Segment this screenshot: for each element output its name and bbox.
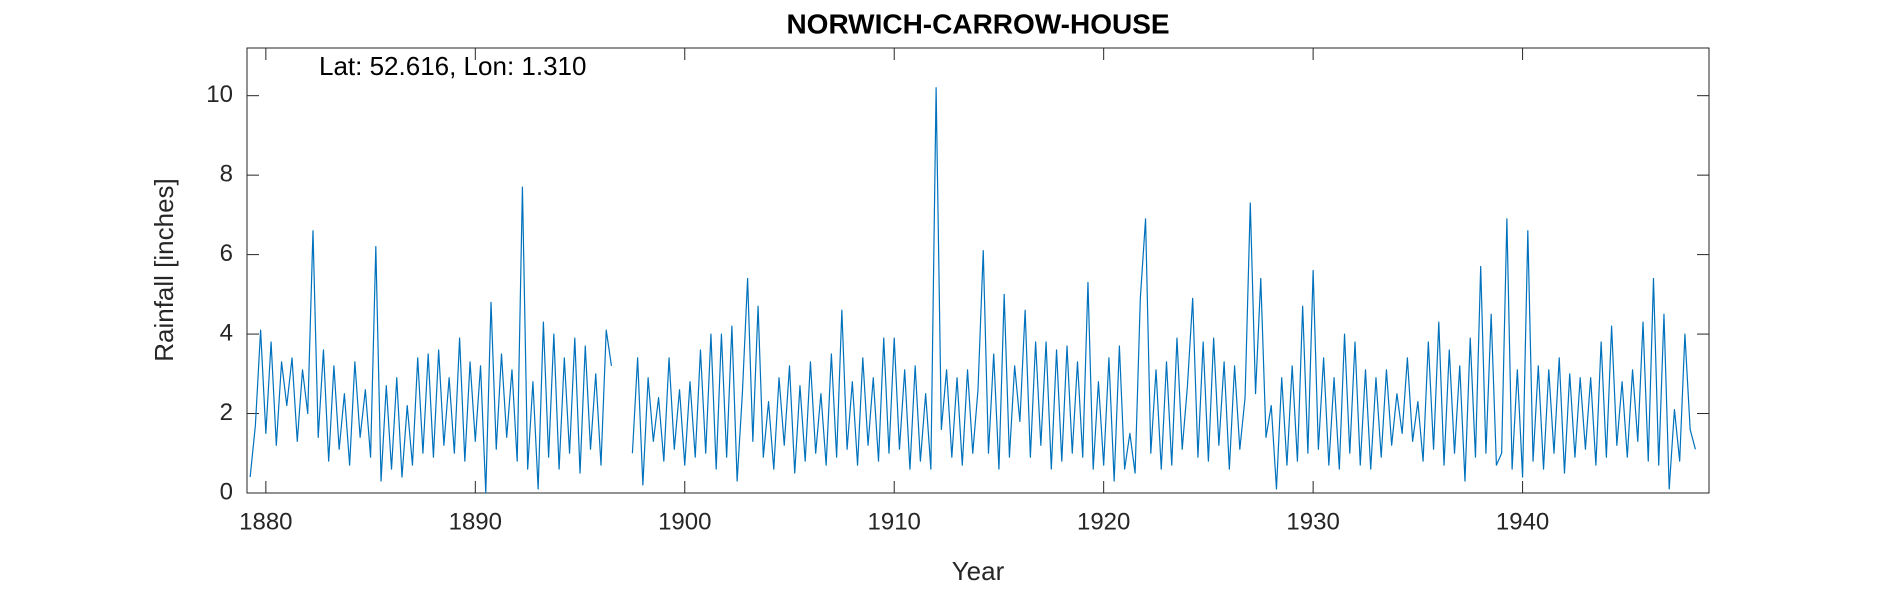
plot-frame [246, 47, 1710, 494]
y-tick-label: 0 [220, 478, 233, 505]
y-tick-label: 4 [220, 319, 233, 346]
x-tick-label: 1880 [239, 508, 292, 535]
chart-title: NORWICH-CARROW-HOUSE [786, 8, 1169, 39]
annotation: Lat: 52.616, Lon: 1.310 [319, 51, 586, 81]
x-tick-label: 1890 [449, 508, 502, 535]
y-tick-label: 10 [206, 81, 233, 108]
x-tick-label: 1900 [658, 508, 711, 535]
x-tick-label: 1910 [868, 508, 921, 535]
x-tick-label: 1920 [1077, 508, 1130, 535]
x-axis-label: Year [952, 556, 1005, 586]
x-tick-label: 1940 [1496, 508, 1549, 535]
y-tick-label: 2 [220, 399, 233, 426]
y-tick-label: 8 [220, 160, 233, 187]
data-line [249, 87, 1696, 494]
y-tick-label: 6 [220, 240, 233, 267]
y-axis-label: Rainfall [inches] [149, 178, 179, 362]
x-tick-label: 1930 [1286, 508, 1339, 535]
